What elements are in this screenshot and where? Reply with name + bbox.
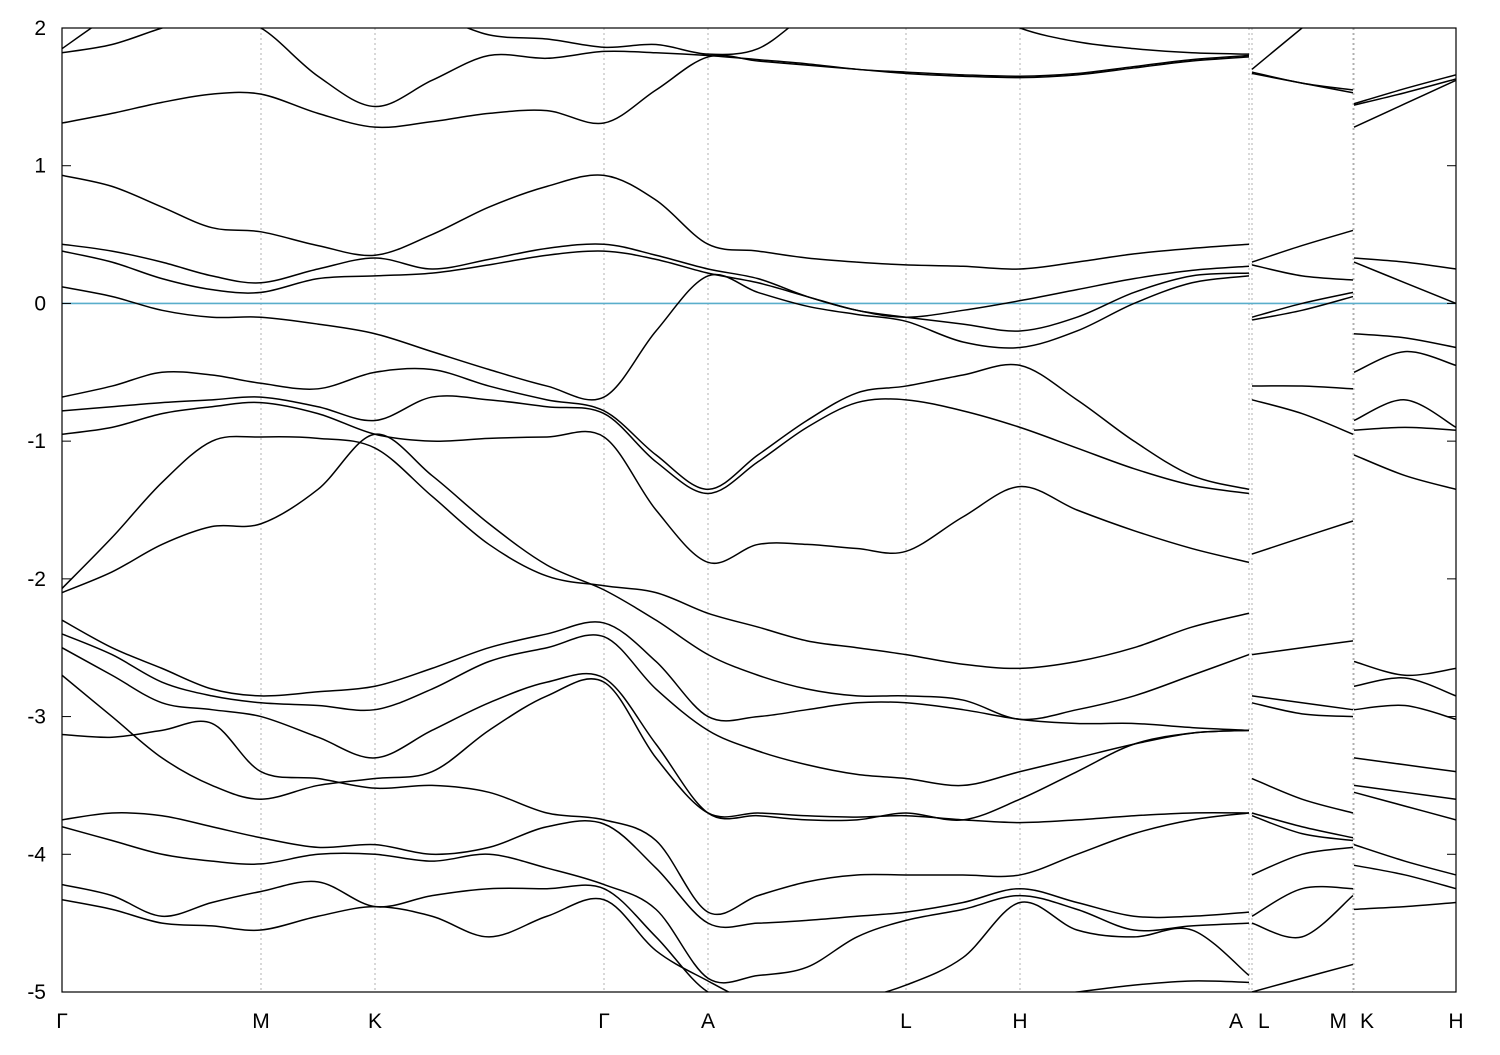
x-tick-label: Γ	[56, 1010, 68, 1033]
band-line	[62, 435, 1456, 677]
band-line	[62, 395, 1456, 495]
x-tick-label: K	[1360, 1010, 1374, 1033]
band-line	[62, 250, 1456, 349]
x-tick-label: Γ	[598, 1010, 610, 1033]
band-line	[62, 243, 1456, 318]
x-tick-label: M	[252, 1010, 270, 1033]
x-tick-label: H	[1012, 1010, 1027, 1033]
x-tick-label: K	[368, 1010, 382, 1033]
y-tick-label: -3	[27, 706, 46, 729]
band-line	[62, 401, 1456, 565]
y-tick-label: 1	[34, 155, 46, 178]
band-line	[62, 897, 1353, 992]
band-line	[62, 363, 1456, 491]
band-line	[62, 273, 1456, 401]
band-line	[62, 174, 1456, 270]
x-tick-label: A	[1229, 1010, 1243, 1033]
x-tick-label: M	[1330, 1010, 1348, 1033]
band-line	[62, 880, 1354, 992]
band-line	[62, 674, 1456, 842]
x-tick-label: A	[701, 1010, 715, 1033]
plot-frame	[61, 27, 1457, 993]
band-line	[62, 720, 1456, 916]
x-tick-label: H	[1448, 1010, 1463, 1033]
x-tick-label: L	[900, 1010, 912, 1033]
band-line	[62, 826, 1456, 984]
bands	[62, 28, 1456, 992]
y-tick-label: -4	[27, 843, 46, 866]
band-line	[62, 812, 1456, 929]
band-line	[62, 619, 1456, 732]
y-tick-label: -1	[27, 430, 46, 453]
y-tick-label: -2	[27, 568, 46, 591]
y-tick-label: 0	[34, 292, 46, 315]
y-tick-label: -5	[27, 981, 46, 1004]
y-tick-label: 2	[34, 17, 46, 40]
band-line	[62, 54, 1456, 129]
band-line	[62, 28, 1456, 105]
grid	[62, 28, 1456, 992]
x-tick-label: L	[1258, 1010, 1270, 1033]
band-line	[62, 633, 1456, 814]
band-line	[62, 647, 1456, 839]
band-line	[62, 433, 1456, 721]
